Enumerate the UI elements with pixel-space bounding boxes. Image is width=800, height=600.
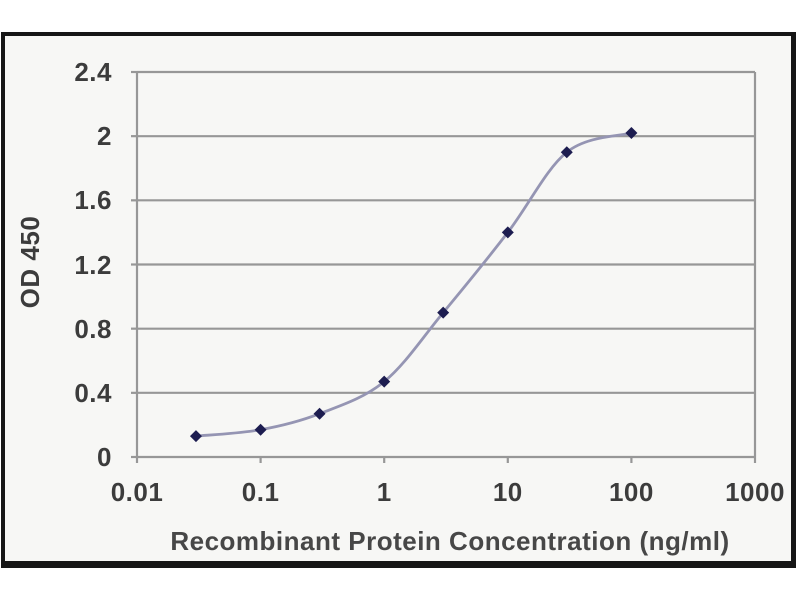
y-tick-label: 1.2 bbox=[74, 249, 112, 280]
data-point-marker bbox=[437, 306, 450, 319]
series-line bbox=[195, 131, 632, 438]
data-point-marker bbox=[189, 430, 202, 443]
x-tick-label: 100 bbox=[608, 477, 654, 507]
x-tick-label: 1000 bbox=[725, 477, 785, 507]
data-point-marker bbox=[313, 407, 326, 420]
y-tick-label: 0.8 bbox=[74, 313, 112, 344]
data-point-marker bbox=[560, 146, 573, 159]
y-tick-label: 0 bbox=[97, 442, 112, 472]
x-axis-title: Recombinant Protein Concentration (ng/ml… bbox=[170, 526, 730, 556]
x-tick-label: 0.01 bbox=[110, 477, 164, 507]
data-point-marker bbox=[254, 423, 267, 436]
figure-frame bbox=[1, 32, 796, 568]
x-tick-label: 10 bbox=[492, 477, 523, 507]
y-tick-label: 2 bbox=[97, 121, 112, 152]
y-tick-label: 0.4 bbox=[74, 377, 112, 408]
y-tick-label: 1.6 bbox=[74, 185, 112, 216]
data-point-marker bbox=[378, 375, 391, 388]
data-point-marker bbox=[625, 126, 638, 139]
data-point-marker bbox=[501, 226, 514, 239]
y-tick-label: 2.4 bbox=[74, 57, 112, 87]
x-tick-label: 1 bbox=[376, 477, 392, 507]
x-tick-label: 0.1 bbox=[241, 477, 280, 507]
